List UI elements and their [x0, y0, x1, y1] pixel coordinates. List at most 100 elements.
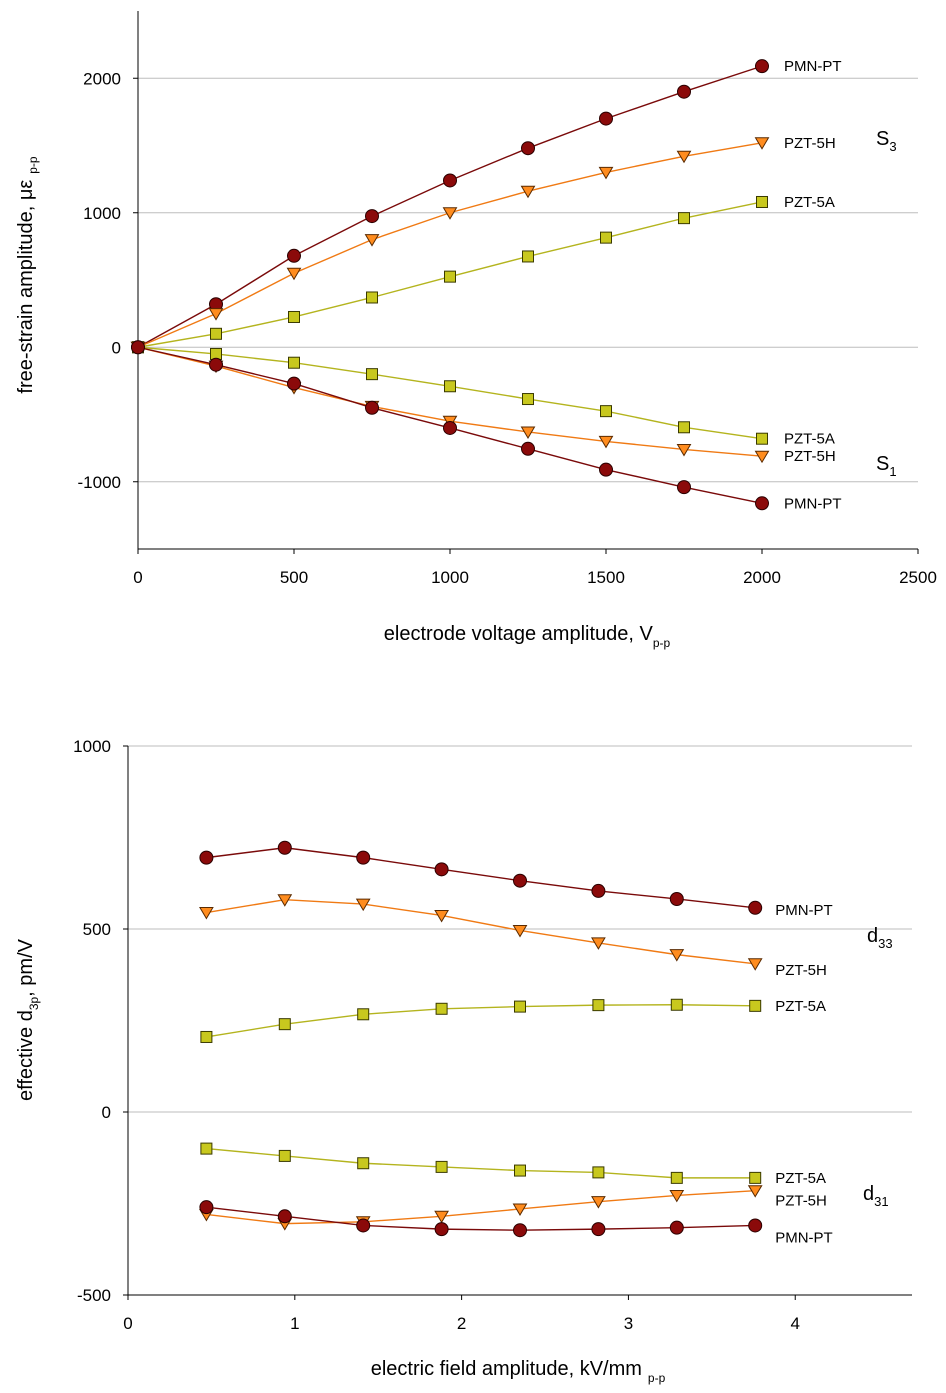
data-point — [277, 840, 292, 855]
data-point — [199, 1200, 214, 1215]
group-label: d31 — [863, 1183, 889, 1209]
series-line — [206, 1004, 756, 1038]
series-line — [206, 847, 756, 909]
series-label: PZT-5H — [775, 962, 827, 979]
data-point — [754, 137, 770, 150]
data-point — [592, 999, 605, 1012]
x-axis-label: electric field amplitude, kV/mm p-p — [371, 1358, 666, 1385]
data-point — [512, 1203, 528, 1216]
data-point — [286, 267, 302, 281]
data-point — [598, 166, 614, 180]
data-point — [670, 998, 683, 1011]
data-point — [357, 1157, 370, 1170]
data-point — [199, 907, 214, 920]
data-point — [514, 1000, 526, 1013]
data-point — [592, 1166, 605, 1179]
data-point — [677, 480, 691, 495]
data-point — [520, 426, 536, 439]
series-label: PMN-PT — [775, 902, 833, 919]
y-tick-label: 0 — [102, 1103, 111, 1122]
d3p-vs-field-chart: electric field amplitude, kV/mm p-p effec… — [15, 737, 912, 1385]
data-point — [288, 356, 300, 369]
x-tick-label: 4 — [790, 1314, 799, 1333]
y-tick-label: 1000 — [83, 204, 121, 223]
series-line — [206, 1147, 756, 1179]
y-tick-label: 0 — [112, 338, 121, 357]
series-line — [206, 899, 756, 965]
series-label: PZT-5H — [775, 1193, 827, 1210]
data-point — [209, 357, 223, 372]
data-point — [755, 496, 769, 511]
data-point — [365, 209, 379, 224]
data-point — [200, 1030, 213, 1043]
data-point — [434, 909, 449, 923]
data-point — [749, 999, 762, 1012]
data-point — [288, 310, 300, 323]
data-point — [435, 1002, 448, 1015]
data-point — [277, 1209, 292, 1224]
x-tick-label: 3 — [624, 1314, 633, 1333]
data-point — [748, 900, 763, 915]
data-point — [520, 185, 536, 199]
y-tick-label: 1000 — [73, 737, 111, 756]
series-label: PZT-5H — [784, 448, 836, 465]
x-tick-label: 1 — [290, 1314, 299, 1333]
data-point — [208, 308, 224, 321]
series-label: PZT-5A — [784, 431, 835, 448]
x-tick-label: 1500 — [587, 568, 625, 587]
data-point — [356, 850, 371, 865]
data-point — [434, 1210, 449, 1224]
series-label: PMN-PT — [784, 58, 842, 75]
series-label: PZT-5A — [775, 1170, 826, 1187]
data-point — [513, 873, 527, 888]
data-point — [435, 1160, 448, 1173]
group-label: S1 — [876, 453, 897, 479]
data-point — [676, 443, 692, 457]
data-point — [591, 883, 606, 898]
data-point — [131, 340, 145, 355]
data-point — [600, 405, 612, 418]
data-point — [599, 111, 613, 126]
x-tick-label: 500 — [280, 568, 308, 587]
data-point — [670, 1171, 683, 1184]
data-point — [678, 212, 690, 225]
data-point — [678, 421, 690, 434]
data-point — [277, 894, 293, 907]
series-label: PMN-PT — [784, 495, 842, 512]
data-point — [755, 59, 769, 74]
data-point — [747, 958, 763, 971]
series-label: PZT-5A — [784, 194, 835, 211]
data-point — [669, 1220, 684, 1235]
data-point — [756, 195, 768, 208]
data-point — [442, 207, 458, 220]
data-point — [747, 1185, 763, 1198]
y-tick-label: 500 — [83, 920, 111, 939]
data-point — [677, 84, 691, 99]
data-point — [443, 173, 457, 188]
data-point — [365, 400, 379, 415]
data-point — [199, 850, 214, 865]
data-point — [366, 291, 378, 304]
strain-vs-voltage-chart: electrode voltage amplitude, Vp-p free-s… — [15, 11, 937, 650]
y-tick-label: -1000 — [78, 473, 121, 492]
y-axis-label: effective d3p, pm/V — [15, 938, 41, 1101]
data-point — [756, 432, 768, 445]
data-point — [522, 393, 534, 406]
data-point — [278, 1149, 291, 1162]
group-label: S3 — [876, 128, 897, 154]
data-point — [591, 1222, 606, 1237]
data-point — [434, 862, 449, 877]
data-point — [512, 924, 528, 938]
data-point — [278, 1018, 291, 1031]
x-tick-label: 2000 — [743, 568, 781, 587]
data-point — [754, 450, 770, 464]
data-point — [521, 141, 535, 156]
data-point — [444, 270, 456, 283]
data-point — [443, 420, 457, 435]
data-point — [669, 891, 684, 906]
data-point — [669, 1189, 685, 1203]
data-point — [522, 250, 534, 263]
data-point — [598, 435, 614, 449]
data-point — [513, 1223, 527, 1238]
